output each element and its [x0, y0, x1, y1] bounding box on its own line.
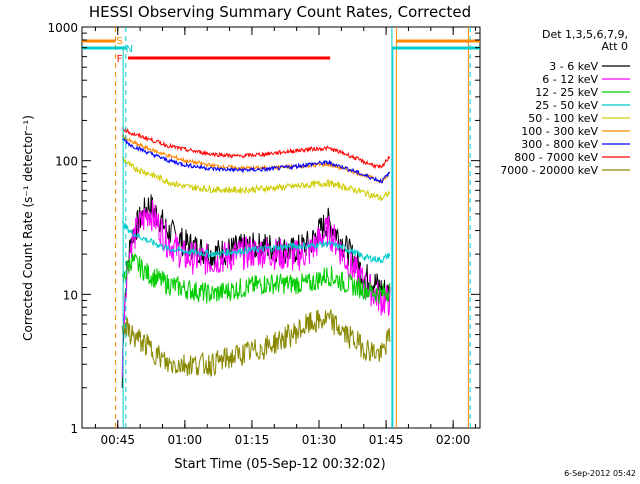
- series-line: [121, 253, 391, 304]
- y-tick-label: 1000: [47, 21, 78, 35]
- footer-timestamp: 6-Sep-2012 05:42: [564, 469, 636, 478]
- legend-label: 3 - 6 keV: [549, 60, 598, 73]
- flag-layer: SNF: [82, 27, 480, 428]
- legend-label: 100 - 300 keV: [521, 125, 598, 138]
- series-line: [121, 127, 391, 170]
- y-axis: 1 10 100 1000: [47, 21, 480, 436]
- plot-frame: [81, 26, 481, 429]
- flag-label: S: [116, 36, 122, 47]
- series-layer: [121, 127, 391, 389]
- y-tick-label: 10: [63, 288, 78, 302]
- flag-label: N: [126, 44, 133, 55]
- series-line: [121, 137, 391, 184]
- series-line: [121, 194, 391, 389]
- x-tick-label: 01:00: [168, 433, 203, 447]
- legend-label: 25 - 50 keV: [535, 99, 598, 112]
- legend-label: 7000 - 20000 keV: [500, 164, 598, 177]
- series-line: [121, 308, 391, 377]
- legend-header-line: Det 1,3,5,6,7,9,: [542, 28, 628, 41]
- legend-label: 800 - 7000 keV: [514, 151, 598, 164]
- legend-label: 12 - 25 keV: [535, 86, 598, 99]
- plot-area: [81, 26, 481, 429]
- series-line: [121, 220, 391, 264]
- y-tick-label: 1: [70, 422, 78, 436]
- legend-label: 6 - 12 keV: [542, 73, 598, 86]
- series-line: [121, 156, 391, 202]
- y-tick-label: 100: [55, 155, 78, 169]
- y-axis-label: Corrected Count Rate (s⁻¹ detector⁻¹): [21, 115, 35, 341]
- x-axis-label: Start Time (05-Sep-12 00:32:02): [174, 457, 385, 472]
- x-tick-label: 01:30: [302, 433, 337, 447]
- x-tick-label: 01:15: [235, 433, 270, 447]
- legend-header-line: Att 0: [602, 40, 628, 53]
- chart-title: HESSI Observing Summary Count Rates, Cor…: [89, 3, 471, 21]
- x-tick-label: 02:00: [436, 433, 471, 447]
- x-axis: 00:45 01:00 01:15 01:30 01:45 02:00: [94, 27, 477, 447]
- x-tick-label: 01:45: [369, 433, 404, 447]
- legend-label: 50 - 100 keV: [528, 112, 598, 125]
- legend-label: 300 - 800 keV: [521, 138, 598, 151]
- flag-label: F: [117, 54, 123, 65]
- x-tick-label: 00:45: [100, 433, 135, 447]
